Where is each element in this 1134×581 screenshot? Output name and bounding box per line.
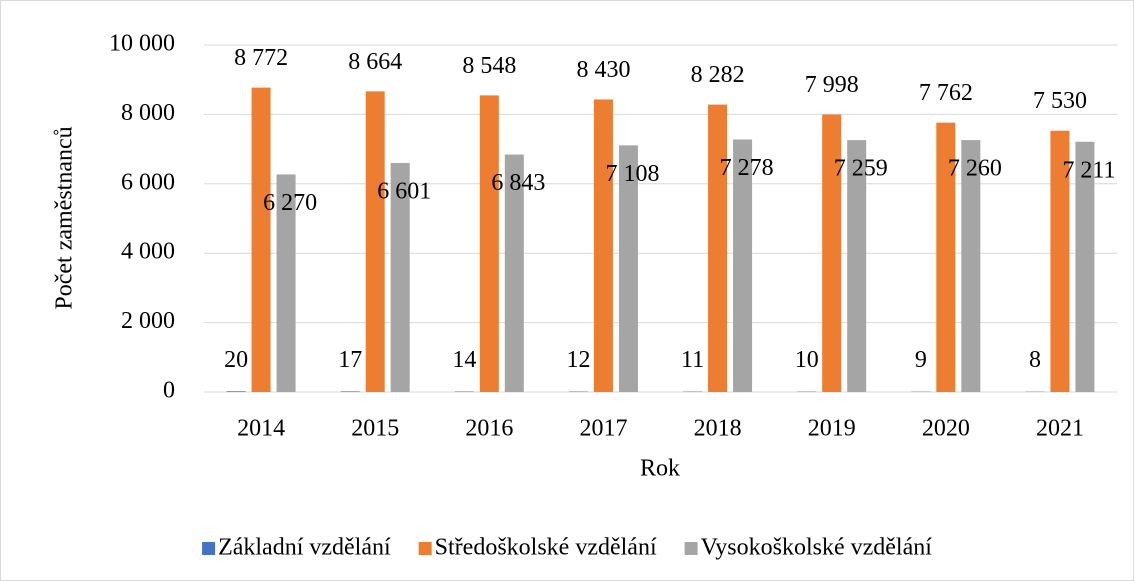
- data-label: 8 430: [576, 57, 630, 83]
- x-tick-label: 2019: [808, 416, 856, 442]
- bar: [822, 114, 842, 393]
- y-tick-label: 10 000: [109, 31, 175, 57]
- x-tick-label: 2021: [1036, 416, 1084, 442]
- x-tick-label: 2017: [579, 416, 627, 442]
- legend-label: Středoškolské vzdělání: [435, 535, 657, 561]
- bar: [390, 162, 410, 392]
- data-label: 11: [681, 347, 704, 373]
- data-label: 17: [338, 347, 362, 373]
- data-label: 8 548: [462, 53, 516, 79]
- bar: [251, 87, 271, 392]
- bar: [618, 145, 638, 392]
- data-label: 14: [452, 347, 476, 373]
- bar: [365, 91, 385, 393]
- bar: [226, 391, 246, 392]
- legend-label: Vysokoškolské vzdělání: [701, 535, 933, 561]
- bar: [504, 154, 524, 392]
- y-tick-label: 6 000: [121, 169, 175, 195]
- data-label: 8 772: [234, 45, 288, 71]
- bar: [340, 391, 360, 392]
- x-tick-label: 2018: [694, 416, 742, 442]
- y-tick-label: 8 000: [121, 100, 175, 126]
- x-tick-label: 2014: [237, 416, 285, 442]
- data-label: 7 278: [720, 155, 774, 181]
- bar: [593, 99, 613, 392]
- data-label: 7 259: [834, 156, 888, 182]
- data-label: 20: [224, 347, 248, 373]
- legend-swatch: [202, 542, 216, 555]
- y-axis-title: Počet zaměstnanců: [52, 126, 78, 309]
- data-label: 6 601: [377, 178, 431, 204]
- data-label: 6 270: [263, 190, 317, 216]
- data-label: 10: [795, 347, 819, 373]
- data-label: 12: [566, 347, 590, 373]
- legend-swatch: [418, 542, 432, 555]
- x-tick-label: 2016: [465, 416, 513, 442]
- data-label: 7 530: [1033, 88, 1087, 114]
- y-tick-label: 0: [163, 378, 175, 404]
- legend-swatch: [684, 542, 698, 555]
- legend-label: Základní vzdělání: [218, 535, 391, 561]
- data-label: 7 762: [919, 80, 973, 106]
- bar: [847, 140, 867, 392]
- y-tick-label: 4 000: [121, 239, 175, 265]
- data-label: 7 998: [805, 72, 859, 98]
- data-label: 7 260: [948, 156, 1002, 182]
- data-label: 6 843: [491, 170, 545, 196]
- bar: [1050, 130, 1070, 393]
- bar: [276, 174, 296, 392]
- bar: [936, 122, 956, 392]
- data-label: 7 211: [1062, 157, 1115, 183]
- data-label: 9: [915, 347, 927, 373]
- bar: [1075, 141, 1095, 392]
- bar: [708, 104, 728, 393]
- data-label: 8 282: [691, 62, 745, 88]
- bar: [961, 140, 981, 392]
- bar: [479, 95, 499, 392]
- bar: [733, 139, 753, 392]
- data-label: 8: [1029, 347, 1041, 373]
- x-tick-label: 2020: [922, 416, 970, 442]
- data-label: 7 108: [605, 161, 659, 187]
- data-label: 8 664: [348, 49, 402, 75]
- y-tick-label: 2 000: [121, 308, 175, 334]
- x-axis-title: Rok: [640, 456, 680, 482]
- x-tick-label: 2015: [351, 416, 399, 442]
